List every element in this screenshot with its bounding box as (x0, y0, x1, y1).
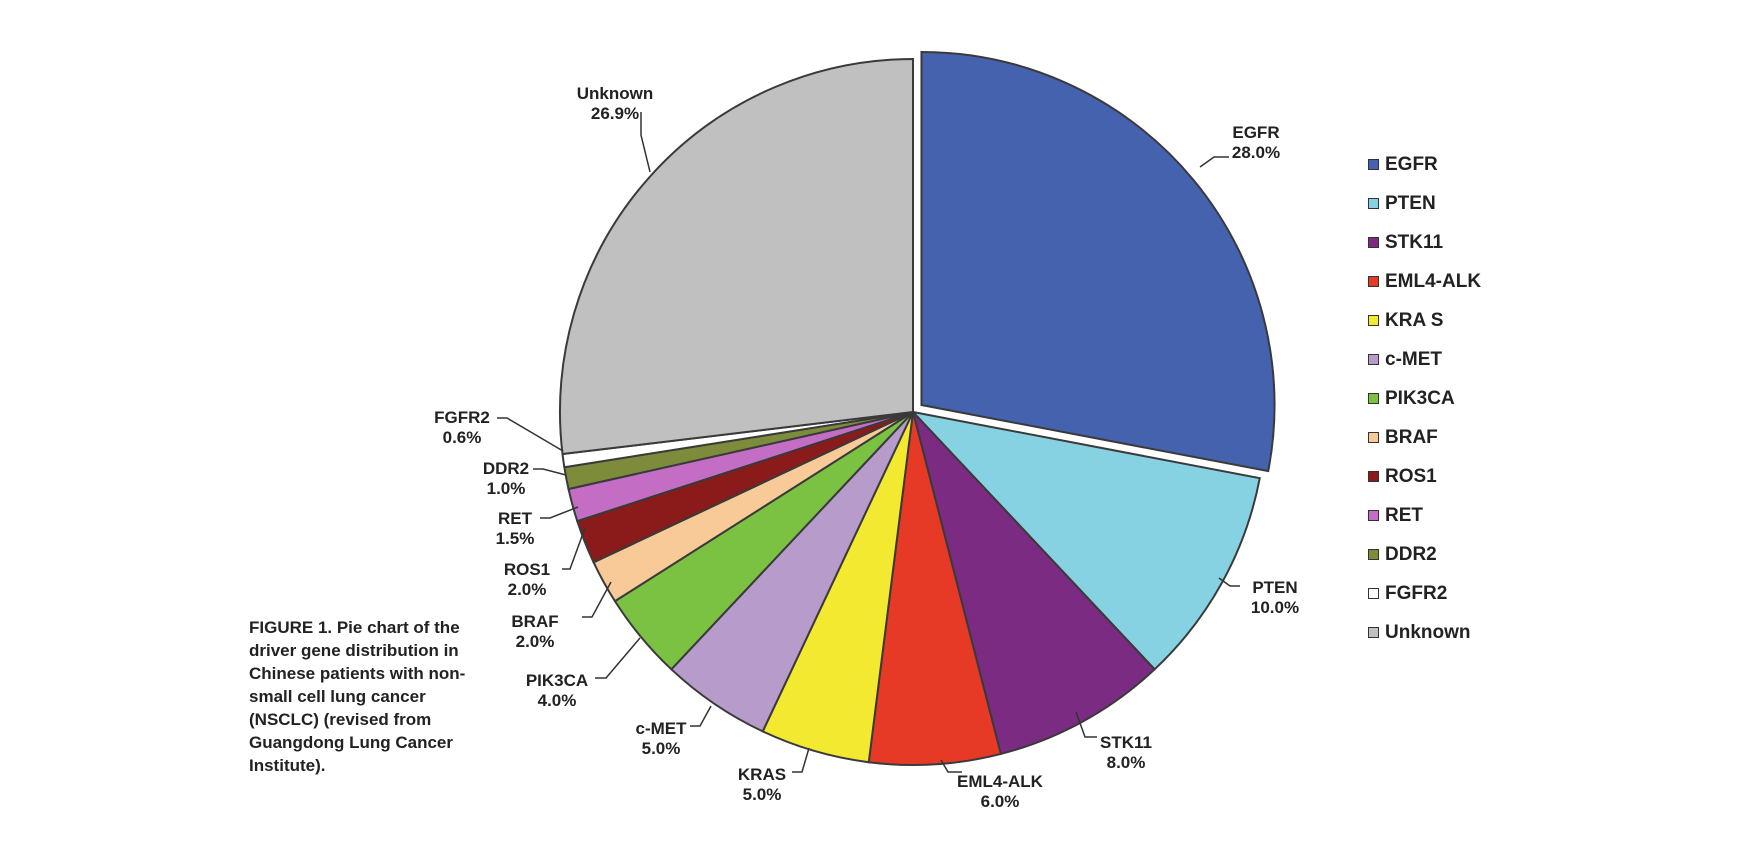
slice-value-label-eml4-alk: 6.0% (981, 792, 1020, 811)
leader-line-stk11 (1075, 711, 1097, 738)
legend-label-ret: RET (1385, 504, 1423, 526)
legend-swatch-ret (1368, 510, 1379, 521)
slice-value-label-ros1: 2.0% (508, 580, 547, 599)
slice-value-label-pten: 10.0% (1251, 598, 1299, 617)
slice-value-label-stk11: 8.0% (1107, 753, 1146, 772)
legend-label-stk11: STK11 (1385, 231, 1444, 253)
leader-line-fgfr2 (497, 417, 564, 452)
pie-slices (559, 50, 1276, 766)
slice-label-egfr: EGFR (1232, 123, 1279, 142)
legend-item-kras: KRA S (1368, 301, 1481, 340)
slice-value-label-egfr: 28.0% (1232, 143, 1280, 162)
pie-slice-eml4-alk (867, 411, 1003, 766)
pie-slice-stk11 (912, 411, 1157, 756)
leader-line-c-met (690, 705, 712, 727)
figure-caption: FIGURE 1. Pie chart of the driver gene d… (249, 618, 466, 775)
legend-swatch-c-met (1368, 354, 1379, 365)
legend-item-eml4-alk: EML4-ALK (1368, 262, 1481, 301)
legend-item-c-met: c-MET (1368, 340, 1481, 379)
legend-swatch-egfr (1368, 159, 1379, 170)
legend-label-c-met: c-MET (1385, 348, 1442, 370)
legend-swatch-fgfr2 (1368, 588, 1379, 599)
legend-label-kras: KRA S (1385, 309, 1444, 331)
leader-line-braf (582, 581, 612, 618)
slice-value-label-kras: 5.0% (743, 785, 782, 804)
legend-item-pten: PTEN (1368, 184, 1481, 223)
slice-label-pik3ca: PIK3CA (526, 671, 588, 690)
legend-label-ddr2: DDR2 (1385, 543, 1437, 565)
legend-item-ddr2: DDR2 (1368, 535, 1481, 574)
slice-label-eml4-alk: EML4-ALK (957, 772, 1044, 791)
slice-value-label-ddr2: 1.0% (487, 479, 526, 498)
slice-value-label-c-met: 5.0% (642, 739, 681, 758)
legend-item-pik3ca: PIK3CA (1368, 379, 1481, 418)
pie-slice-unknown (559, 57, 914, 456)
legend: EGFR PTEN STK11 EML4-ALK KRA S c-MET PIK3CA BRA… (1368, 145, 1481, 652)
legend-swatch-stk11 (1368, 237, 1379, 248)
slice-label-braf: BRAF (511, 612, 558, 631)
slice-label-kras: KRAS (738, 765, 786, 784)
legend-label-ros1: ROS1 (1385, 465, 1437, 487)
slice-value-label-pik3ca: 4.0% (538, 691, 577, 710)
legend-swatch-unknown (1368, 627, 1379, 638)
legend-item-braf: BRAF (1368, 418, 1481, 457)
slice-label-stk11: STK11 (1100, 733, 1152, 752)
legend-label-pten: PTEN (1385, 192, 1436, 214)
slice-label-ros1: ROS1 (504, 560, 550, 579)
legend-item-egfr: EGFR (1368, 145, 1481, 184)
legend-item-fgfr2: FGFR2 (1368, 574, 1481, 613)
leader-line-egfr (1199, 156, 1229, 168)
slice-label-unknown: Unknown (577, 84, 654, 103)
legend-swatch-pten (1368, 198, 1379, 209)
leader-line-eml4-alk (940, 759, 962, 773)
leader-line-ddr2 (533, 468, 567, 476)
legend-swatch-kras (1368, 315, 1379, 326)
legend-label-fgfr2: FGFR2 (1385, 582, 1448, 604)
leader-lines (497, 112, 1240, 773)
slice-value-label-braf: 2.0% (516, 632, 555, 651)
slice-label-c-met: c-MET (636, 719, 688, 738)
legend-label-braf: BRAF (1385, 426, 1438, 448)
slice-value-label-unknown: 26.9% (591, 104, 639, 123)
slice-label-ret: RET (498, 509, 533, 528)
slice-label-fgfr2: FGFR2 (434, 408, 490, 427)
legend-label-eml4-alk: EML4-ALK (1385, 270, 1482, 292)
legend-item-ros1: ROS1 (1368, 457, 1481, 496)
legend-swatch-braf (1368, 432, 1379, 443)
leader-line-ros1 (562, 527, 586, 570)
legend-label-egfr: EGFR (1385, 153, 1438, 175)
pie-slice-pten (910, 410, 1261, 671)
leader-line-pik3ca (595, 637, 641, 679)
leader-line-kras (792, 747, 810, 773)
slice-label-pten: PTEN (1252, 578, 1297, 597)
legend-swatch-eml4-alk (1368, 276, 1379, 287)
legend-label-unknown: Unknown (1385, 621, 1471, 643)
slice-label-ddr2: DDR2 (483, 459, 529, 478)
slice-value-label-fgfr2: 0.6% (443, 428, 482, 447)
legend-item-ret: RET (1368, 496, 1481, 535)
leader-line-pten (1218, 577, 1240, 587)
legend-swatch-ros1 (1368, 471, 1379, 482)
leader-line-ret (540, 506, 579, 519)
slice-value-label-ret: 1.5% (496, 529, 535, 548)
legend-swatch-ddr2 (1368, 549, 1379, 560)
pie-slice-egfr (920, 50, 1276, 473)
leader-line-unknown (640, 112, 651, 173)
legend-item-unknown: Unknown (1368, 613, 1481, 652)
legend-label-pik3ca: PIK3CA (1385, 387, 1455, 409)
legend-swatch-pik3ca (1368, 393, 1379, 404)
legend-item-stk11: STK11 (1368, 223, 1481, 262)
